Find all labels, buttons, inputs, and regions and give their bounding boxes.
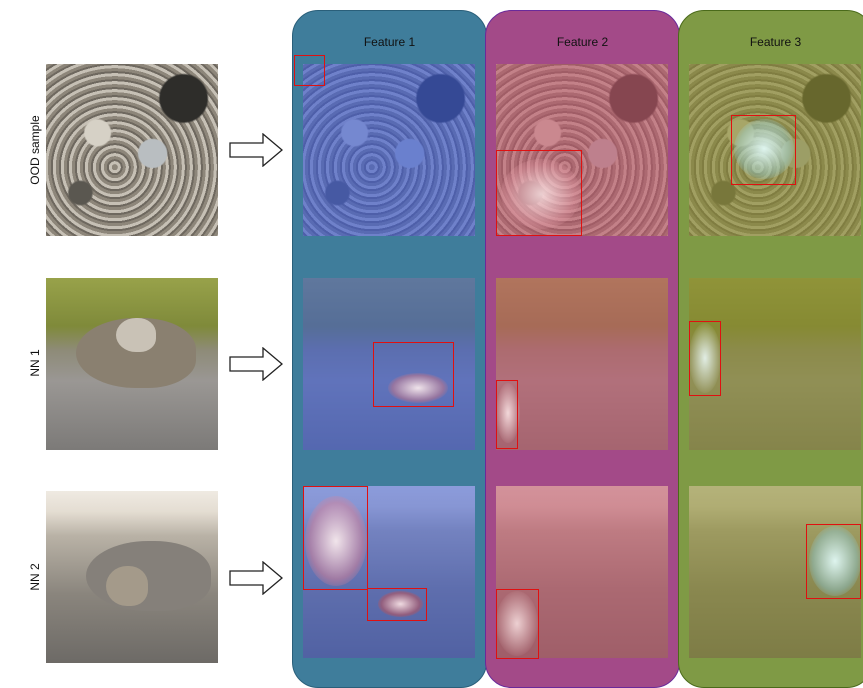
- feature-1-ood-heatmap: [303, 64, 475, 236]
- nn1-image: [46, 278, 218, 450]
- attention-box: [496, 589, 539, 659]
- fox-head: [116, 318, 156, 352]
- row-label-nn1: NN 1: [28, 349, 42, 377]
- feature-2-nn2-heatmap: [496, 486, 668, 658]
- feature-3-nn2-heatmap: [689, 486, 861, 658]
- feature-1-title: Feature 1: [363, 35, 416, 49]
- fox-silhouette: [86, 541, 211, 611]
- feature-1-nn2-heatmap: [303, 486, 475, 658]
- ood-sample-image: [46, 64, 218, 236]
- feature-3-title: Feature 3: [749, 35, 802, 49]
- attention-box: [731, 115, 796, 185]
- fox-head: [106, 566, 148, 606]
- attention-box: [373, 342, 454, 407]
- attention-box: [496, 380, 518, 449]
- attention-box: [303, 486, 368, 590]
- row-label-ood-sample: OOD sample: [28, 115, 42, 185]
- feature-1-nn1-heatmap: [303, 278, 475, 450]
- feature-2-title: Feature 2: [556, 35, 609, 49]
- attention-box: [806, 524, 861, 599]
- nn2-image: [46, 491, 218, 663]
- feature-3-ood-heatmap: [689, 64, 861, 236]
- feature-3-nn1-heatmap: [689, 278, 861, 450]
- attention-box: [689, 321, 721, 396]
- attention-box: [367, 588, 427, 621]
- attention-box: [496, 150, 582, 236]
- attention-box: [294, 55, 325, 86]
- feature-2-nn1-heatmap: [496, 278, 668, 450]
- right-outline-arrow-icon: [229, 133, 283, 167]
- right-outline-arrow-icon: [229, 561, 283, 595]
- row-label-nn2: NN 2: [28, 563, 42, 591]
- right-outline-arrow-icon: [229, 347, 283, 381]
